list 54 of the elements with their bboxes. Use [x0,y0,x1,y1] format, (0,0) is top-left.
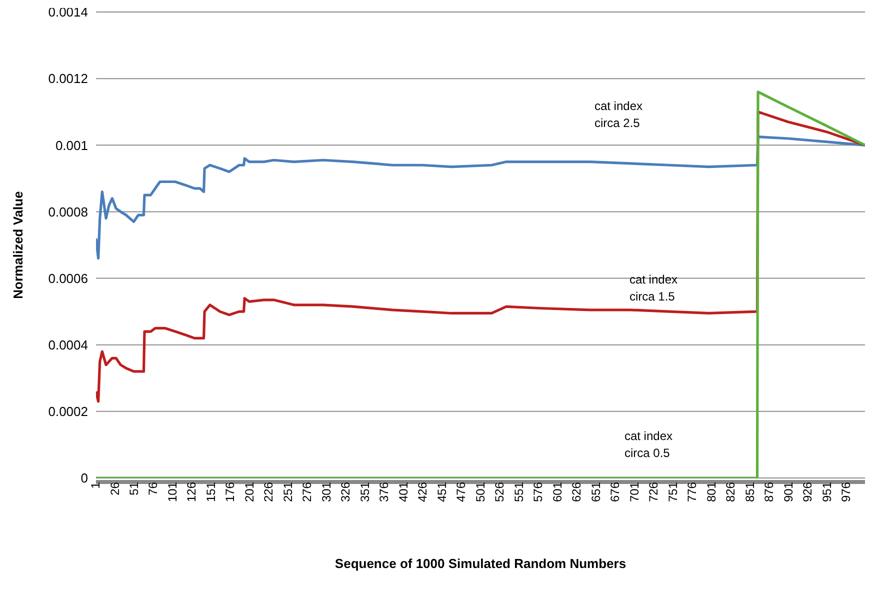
y-axis-title: Normalized Value [10,191,26,299]
x-tick-label: 251 [280,482,295,502]
y-tick-label: 0.0002 [48,404,88,420]
x-tick-label: 301 [319,482,334,502]
x-tick-label: 326 [338,482,353,502]
y-tick-label: 0.001 [55,138,88,153]
x-tick-label: 776 [685,482,700,502]
x-tick-label: 976 [839,482,854,502]
x-tick-label: 676 [608,482,622,502]
x-tick-label: 926 [800,482,815,502]
x-tick-label: 351 [358,482,372,502]
x-tick-label: 226 [262,482,276,502]
x-tick-label: 626 [570,482,584,502]
x-tick-label: 501 [473,482,488,502]
x-tick-label: 101 [165,482,180,502]
x-tick-label: 726 [646,482,661,502]
x-tick-label: 26 [108,482,122,496]
series-label: cat index circa 1.5 [629,272,678,304]
y-tick-label: 0.0006 [48,270,88,286]
text: cat index circa 2.5 [594,99,643,130]
x-tick-label: 176 [223,482,238,502]
x-axis-title: Sequence of 1000 Simulated Random Numbers [334,556,626,571]
x-tick-label: 276 [300,482,314,502]
x-tick-label: 701 [627,482,642,502]
x-tick-label: 151 [204,482,218,502]
x-tick-label: 476 [454,482,468,502]
x-tick-label: 126 [184,482,199,502]
x-tick-label: 426 [416,482,430,502]
x-tick-label: 576 [531,482,546,502]
x-tick-label: 601 [550,482,564,502]
x-tick-label: 376 [377,482,392,502]
x-tick-label: 451 [434,482,449,502]
line-series [96,136,865,260]
x-tick-label: 801 [704,482,718,502]
y-tick-label: 0 [80,470,88,486]
x-tick-label: 876 [762,482,776,502]
x-tick-label: 1 [88,482,103,489]
x-tick-label: 651 [588,482,603,502]
x-tick-label: 951 [820,482,834,502]
x-tick-label: 551 [512,482,526,502]
series-label: cat index circa 0.5 [624,429,673,460]
y-tick-label: 0.0008 [48,204,88,220]
line-series [96,90,865,478]
x-tick-label: 76 [146,482,160,496]
x-tick-label: 901 [781,482,796,502]
x-tick-label: 526 [492,482,507,502]
x-tick-label: 751 [666,482,680,502]
y-tick-label: 0.0012 [48,71,88,86]
x-tick-label: 401 [396,482,410,502]
y-tick-label: 0.0004 [48,337,88,352]
x-tick-label: 826 [724,482,738,502]
x-tick-label: 201 [242,482,256,502]
x-tick-label: 51 [127,482,142,496]
x-tick-label: 851 [742,482,757,502]
